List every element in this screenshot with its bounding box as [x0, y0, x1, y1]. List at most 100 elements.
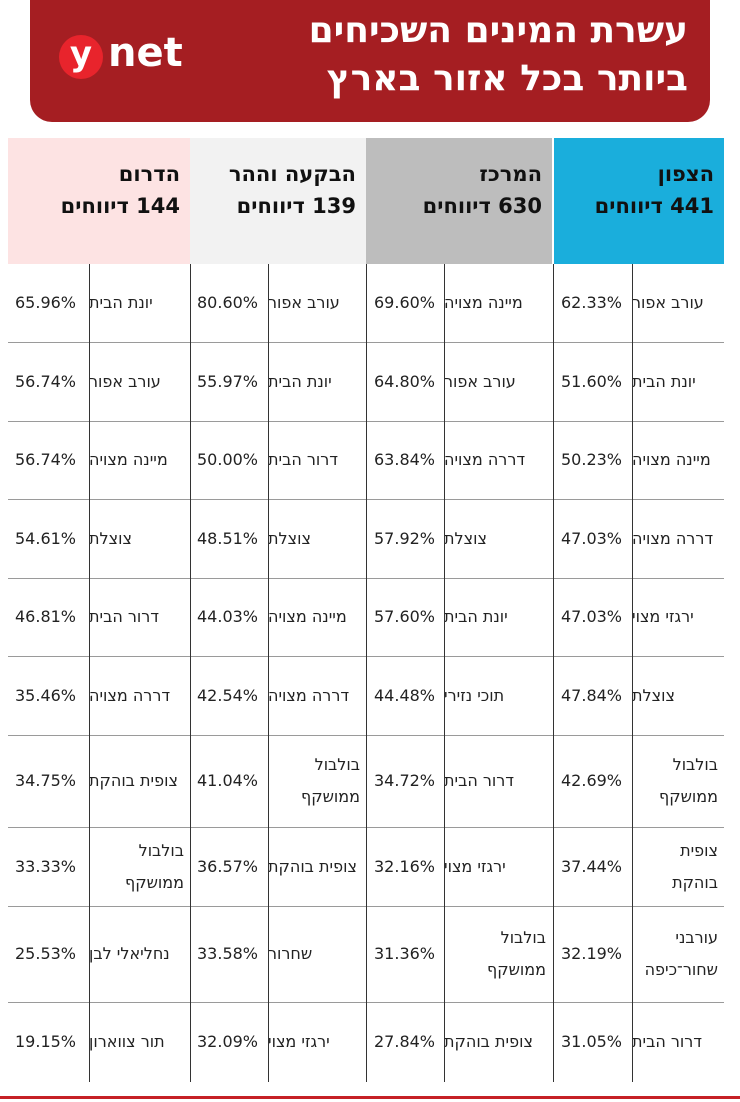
column-reports: 441 דיווחים [594, 194, 714, 218]
species-name: שחרור [268, 944, 313, 963]
species-name: יונת הבית [89, 293, 153, 312]
column-name: הבקעה וההר [228, 162, 356, 186]
species-name: תוכי נזירי [444, 685, 505, 705]
species-percentage: 69.60% [374, 293, 436, 312]
species-name: צופית בוהקת [268, 856, 357, 876]
species-percentage: 47.03% [561, 607, 623, 626]
species-percentage: 42.69% [561, 771, 623, 790]
title-line-1: עשרת המינים השכיחים [308, 10, 688, 51]
species-name: צוצלת [268, 528, 311, 548]
species-name: נחליאלי לבן [89, 944, 170, 963]
column-header-valley-mountain: הבקעה וההר 139 דיווחים [190, 138, 366, 264]
species-percentage: 50.23% [561, 450, 623, 469]
species-percentage: 42.54% [197, 685, 259, 705]
species-percentage: 32.16% [374, 856, 436, 876]
column-name: הצפון [657, 162, 714, 186]
column-reports: 139 דיווחים [236, 194, 356, 218]
species-percentage: 34.75% [15, 771, 77, 790]
column-name: המרכז [479, 162, 542, 186]
species-name: צופית בוהקת [672, 840, 718, 892]
species-name: ירגזי מצוי [444, 856, 506, 876]
species-name: ירגזי מצוי [268, 1032, 330, 1051]
species-name: עורב אפור [444, 371, 516, 391]
species-percentage: 44.48% [374, 685, 436, 705]
column-reports: 630 דיווחים [422, 194, 542, 218]
column-divider [268, 264, 269, 1082]
species-percentage: 57.60% [374, 607, 436, 626]
species-name: דרור הבית [444, 771, 515, 790]
species-percentage: 56.74% [15, 371, 77, 391]
species-name: עורב אפור [632, 293, 704, 312]
species-percentage: 56.74% [15, 450, 77, 469]
column-divider [553, 264, 554, 1082]
column-divider [190, 264, 191, 1082]
ynet-logo-text: net [108, 30, 183, 76]
species-percentage: 55.97% [197, 371, 259, 391]
species-percentage: 19.15% [15, 1032, 77, 1051]
species-percentage: 57.92% [374, 528, 436, 548]
species-percentage: 65.96% [15, 293, 77, 312]
species-name: מיינה מצויה [444, 293, 523, 312]
species-percentage: 33.33% [15, 856, 77, 876]
species-name: בולבול ממושקף [658, 755, 718, 806]
species-name: תור צווארון [89, 1032, 165, 1051]
species-percentage: 32.09% [197, 1032, 259, 1051]
column-reports: 144 דיווחים [60, 194, 180, 218]
species-percentage: 25.53% [15, 944, 77, 963]
species-name: דרור הבית [89, 607, 160, 626]
column-divider [89, 264, 90, 1082]
species-name: דרור הבית [632, 1032, 703, 1051]
ynet-logo-mark: y [59, 35, 103, 79]
species-name: דרור הבית [268, 450, 339, 469]
column-divider [366, 264, 367, 1082]
column-divider [632, 264, 633, 1082]
header-banner [30, 0, 710, 122]
species-name: מיינה מצויה [268, 607, 347, 626]
species-percentage: 27.84% [374, 1032, 436, 1051]
species-name: צוצלת [632, 685, 675, 705]
species-name: צוצלת [89, 528, 132, 548]
species-name: עורבני שחור־כיפה [644, 928, 718, 979]
species-name: ירגזי מצוי [632, 607, 694, 626]
species-percentage: 31.05% [561, 1032, 623, 1051]
species-percentage: 47.84% [561, 685, 623, 705]
species-percentage: 47.03% [561, 528, 623, 548]
column-header-center: המרכז 630 דיווחים [366, 138, 552, 264]
species-percentage: 31.36% [374, 944, 436, 963]
species-name: עורב אפור [268, 293, 340, 312]
species-percentage: 50.00% [197, 450, 259, 469]
title-line-2: ביותר בכל אזור בארץ [326, 58, 688, 99]
bottom-divider [0, 1096, 740, 1099]
species-percentage: 32.19% [561, 944, 623, 963]
column-divider [444, 264, 445, 1082]
species-name: דררה מצויה [444, 450, 526, 469]
species-name: צוצלת [444, 528, 487, 548]
species-name: מיינה מצויה [89, 450, 168, 469]
species-name: בולבול ממושקף [486, 928, 546, 979]
species-name: דררה מצויה [632, 528, 714, 548]
species-name: דררה מצויה [268, 685, 350, 705]
species-name: בולבול ממושקף [300, 755, 360, 806]
species-percentage: 54.61% [15, 528, 77, 548]
species-percentage: 62.33% [561, 293, 623, 312]
species-percentage: 34.72% [374, 771, 436, 790]
species-percentage: 46.81% [15, 607, 77, 626]
species-name: יונת הבית [268, 371, 332, 391]
species-percentage: 36.57% [197, 856, 259, 876]
species-name: צופית בוהקת [89, 771, 178, 790]
species-name: דררה מצויה [89, 685, 171, 705]
species-percentage: 51.60% [561, 371, 623, 391]
column-name: הדרום [118, 162, 180, 186]
species-percentage: 35.46% [15, 685, 77, 705]
species-name: עורב אפור [89, 371, 161, 391]
species-percentage: 44.03% [197, 607, 259, 626]
species-name: יונת הבית [444, 607, 508, 626]
species-percentage: 80.60% [197, 293, 259, 312]
column-header-south: הדרום 144 דיווחים [8, 138, 190, 264]
species-percentage: 64.80% [374, 371, 436, 391]
species-name: בולבול ממושקף [124, 840, 184, 892]
species-name: מיינה מצויה [632, 450, 711, 469]
species-name: יונת הבית [632, 371, 696, 391]
column-header-north: הצפון 441 דיווחים [554, 138, 724, 264]
species-percentage: 48.51% [197, 528, 259, 548]
